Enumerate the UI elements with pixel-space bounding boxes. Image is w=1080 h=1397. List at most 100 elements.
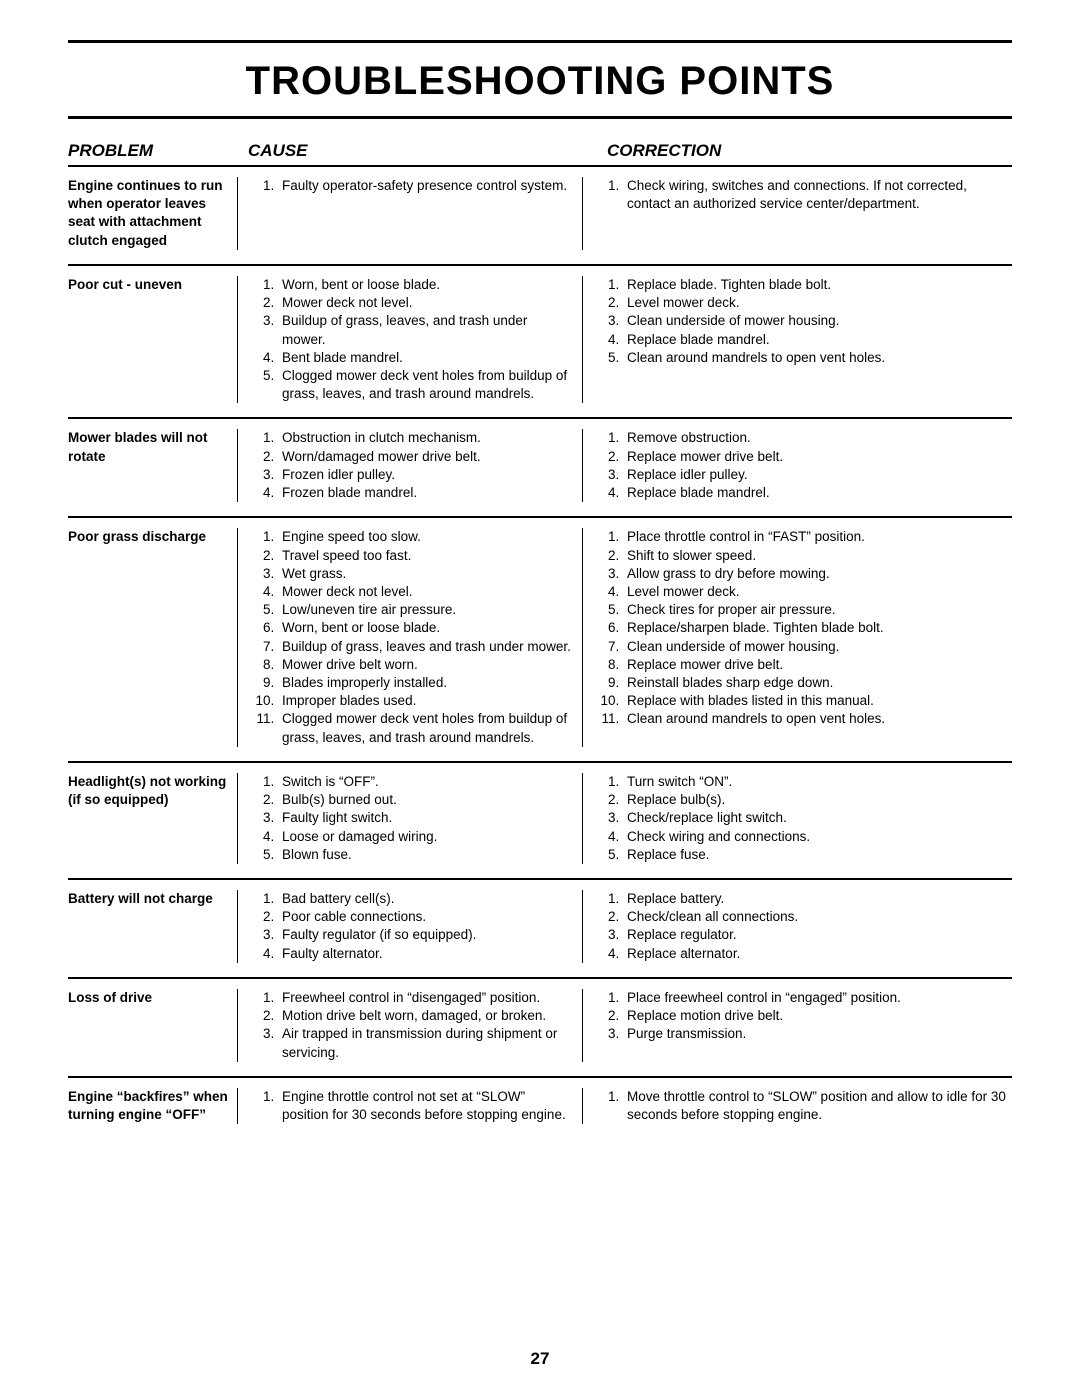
problem-cell: Mower blades will not rotate [68, 429, 238, 502]
list-item: Level mower deck. [623, 583, 1012, 601]
cause-list: Switch is “OFF”.Bulb(s) burned out.Fault… [252, 773, 572, 864]
correction-cell: Place freewheel control in “engaged” pos… [583, 989, 1012, 1062]
list-item: Check/clean all connections. [623, 908, 1012, 926]
correction-cell: Turn switch “ON”.Replace bulb(s).Check/r… [583, 773, 1012, 864]
correction-cell: Move throttle control to “SLOW” position… [583, 1088, 1012, 1124]
list-item: Replace bulb(s). [623, 791, 1012, 809]
list-item: Motion drive belt worn, damaged, or brok… [278, 1007, 572, 1025]
problem-cell: Loss of drive [68, 989, 238, 1062]
list-item: Worn, bent or loose blade. [278, 619, 572, 637]
table-row: Headlight(s) not working (if so equipped… [68, 763, 1012, 880]
list-item: Clean underside of mower housing. [623, 638, 1012, 656]
correction-cell: Check wiring, switches and connections. … [583, 177, 1012, 250]
cause-list: Worn, bent or loose blade.Mower deck not… [252, 276, 572, 404]
table-row: Battery will not chargeBad battery cell(… [68, 880, 1012, 979]
title-rule [68, 116, 1012, 119]
list-item: Check tires for proper air pressure. [623, 601, 1012, 619]
table-row: Engine “backfires” when turning engine “… [68, 1078, 1012, 1138]
list-item: Replace blade mandrel. [623, 331, 1012, 349]
list-item: Check wiring and connections. [623, 828, 1012, 846]
list-item: Shift to slower speed. [623, 547, 1012, 565]
list-item: Clogged mower deck vent holes from build… [278, 367, 572, 403]
list-item: Replace idler pulley. [623, 466, 1012, 484]
list-item: Travel speed too fast. [278, 547, 572, 565]
correction-list: Replace battery.Check/clean all connecti… [597, 890, 1012, 963]
cause-cell: Worn, bent or loose blade.Mower deck not… [238, 276, 583, 404]
column-header-correction: CORRECTION [583, 141, 1012, 161]
problem-cell: Poor grass discharge [68, 528, 238, 747]
cause-cell: Engine speed too slow.Travel speed too f… [238, 528, 583, 747]
correction-cell: Replace blade. Tighten blade bolt.Level … [583, 276, 1012, 404]
list-item: Remove obstruction. [623, 429, 1012, 447]
list-item: Allow grass to dry before mowing. [623, 565, 1012, 583]
list-item: Mower deck not level. [278, 583, 572, 601]
list-item: Worn/damaged mower drive belt. [278, 448, 572, 466]
table-row: Poor cut - unevenWorn, bent or loose bla… [68, 266, 1012, 420]
problem-cell: Headlight(s) not working (if so equipped… [68, 773, 238, 864]
list-item: Level mower deck. [623, 294, 1012, 312]
cause-cell: Freewheel control in “disengaged” positi… [238, 989, 583, 1062]
list-item: Replace motion drive belt. [623, 1007, 1012, 1025]
list-item: Frozen blade mandrel. [278, 484, 572, 502]
list-item: Turn switch “ON”. [623, 773, 1012, 791]
list-item: Replace blade. Tighten blade bolt. [623, 276, 1012, 294]
correction-list: Turn switch “ON”.Replace bulb(s).Check/r… [597, 773, 1012, 864]
correction-cell: Remove obstruction.Replace mower drive b… [583, 429, 1012, 502]
list-item: Move throttle control to “SLOW” position… [623, 1088, 1012, 1124]
list-item: Clean around mandrels to open vent holes… [623, 710, 1012, 728]
list-item: Replace alternator. [623, 945, 1012, 963]
cause-cell: Faulty operator-safety presence control … [238, 177, 583, 250]
cause-list: Freewheel control in “disengaged” positi… [252, 989, 572, 1062]
list-item: Blades improperly installed. [278, 674, 572, 692]
list-item: Clogged mower deck vent holes from build… [278, 710, 572, 746]
list-item: Frozen idler pulley. [278, 466, 572, 484]
list-item: Replace mower drive belt. [623, 656, 1012, 674]
list-item: Obstruction in clutch mechanism. [278, 429, 572, 447]
correction-list: Replace blade. Tighten blade bolt.Level … [597, 276, 1012, 367]
table-body: Engine continues to run when operator le… [68, 167, 1012, 1138]
list-item: Faulty operator-safety presence control … [278, 177, 572, 195]
problem-cell: Engine continues to run when operator le… [68, 177, 238, 250]
list-item: Bulb(s) burned out. [278, 791, 572, 809]
list-item: Replace fuse. [623, 846, 1012, 864]
list-item: Clean underside of mower housing. [623, 312, 1012, 330]
top-rule [68, 40, 1012, 43]
list-item: Replace/sharpen blade. Tighten blade bol… [623, 619, 1012, 637]
list-item: Engine throttle control not set at “SLOW… [278, 1088, 572, 1124]
list-item: Faulty light switch. [278, 809, 572, 827]
page-title: TROUBLESHOOTING POINTS [68, 59, 1012, 104]
list-item: Worn, bent or loose blade. [278, 276, 572, 294]
list-item: Switch is “OFF”. [278, 773, 572, 791]
list-item: Buildup of grass, leaves, and trash unde… [278, 312, 572, 348]
cause-list: Engine speed too slow.Travel speed too f… [252, 528, 572, 747]
document-page: TROUBLESHOOTING POINTS PROBLEM CAUSE COR… [0, 0, 1080, 1397]
list-item: Bent blade mandrel. [278, 349, 572, 367]
cause-cell: Switch is “OFF”.Bulb(s) burned out.Fault… [238, 773, 583, 864]
problem-cell: Poor cut - uneven [68, 276, 238, 404]
cause-list: Bad battery cell(s).Poor cable connectio… [252, 890, 572, 963]
correction-list: Place freewheel control in “engaged” pos… [597, 989, 1012, 1044]
list-item: Check wiring, switches and connections. … [623, 177, 1012, 213]
correction-cell: Place throttle control in “FAST” positio… [583, 528, 1012, 747]
list-item: Mower drive belt worn. [278, 656, 572, 674]
correction-list: Remove obstruction.Replace mower drive b… [597, 429, 1012, 502]
list-item: Replace battery. [623, 890, 1012, 908]
list-item: Wet grass. [278, 565, 572, 583]
list-item: Replace blade mandrel. [623, 484, 1012, 502]
cause-list: Engine throttle control not set at “SLOW… [252, 1088, 572, 1124]
list-item: Poor cable connections. [278, 908, 572, 926]
correction-list: Check wiring, switches and connections. … [597, 177, 1012, 213]
table-row: Loss of driveFreewheel control in “disen… [68, 979, 1012, 1078]
table-row: Poor grass dischargeEngine speed too slo… [68, 518, 1012, 763]
list-item: Low/uneven tire air pressure. [278, 601, 572, 619]
table-row: Mower blades will not rotate Obstruction … [68, 419, 1012, 518]
page-number: 27 [0, 1349, 1080, 1369]
list-item: Replace mower drive belt. [623, 448, 1012, 466]
problem-cell: Battery will not charge [68, 890, 238, 963]
correction-list: Move throttle control to “SLOW” position… [597, 1088, 1012, 1124]
list-item: Check/replace light switch. [623, 809, 1012, 827]
list-item: Buildup of grass, leaves and trash under… [278, 638, 572, 656]
list-item: Engine speed too slow. [278, 528, 572, 546]
list-item: Reinstall blades sharp edge down. [623, 674, 1012, 692]
cause-cell: Engine throttle control not set at “SLOW… [238, 1088, 583, 1124]
